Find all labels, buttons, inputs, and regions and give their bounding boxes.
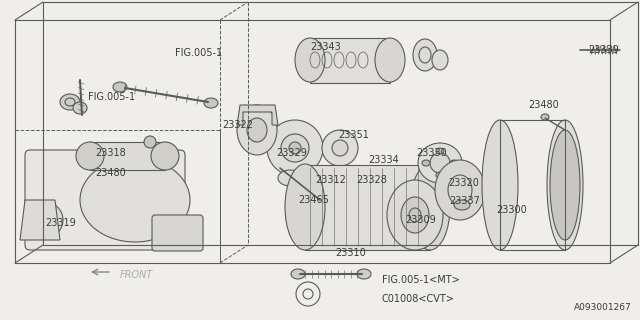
- Ellipse shape: [281, 134, 309, 162]
- Text: 23337: 23337: [449, 196, 480, 206]
- Ellipse shape: [113, 82, 127, 92]
- FancyBboxPatch shape: [152, 215, 203, 251]
- Ellipse shape: [76, 142, 104, 170]
- Ellipse shape: [295, 38, 325, 82]
- Text: 23339: 23339: [588, 45, 619, 55]
- FancyBboxPatch shape: [25, 150, 185, 250]
- Ellipse shape: [289, 142, 301, 154]
- Text: 23480: 23480: [95, 168, 125, 178]
- Bar: [310, 38, 390, 83]
- Ellipse shape: [422, 160, 430, 166]
- Text: 23319: 23319: [45, 218, 76, 228]
- Text: 23334: 23334: [368, 155, 399, 165]
- Ellipse shape: [291, 269, 305, 279]
- Text: 23300: 23300: [496, 205, 527, 215]
- Ellipse shape: [332, 140, 348, 156]
- Ellipse shape: [450, 160, 458, 166]
- Text: 23322: 23322: [222, 120, 253, 130]
- Polygon shape: [90, 142, 165, 170]
- Ellipse shape: [454, 200, 470, 210]
- Text: 23343: 23343: [310, 42, 340, 52]
- Ellipse shape: [278, 170, 302, 186]
- Ellipse shape: [430, 153, 450, 173]
- Ellipse shape: [27, 202, 63, 238]
- Polygon shape: [305, 165, 430, 250]
- Text: 23351: 23351: [338, 130, 369, 140]
- Ellipse shape: [541, 114, 549, 120]
- Polygon shape: [237, 105, 278, 125]
- Ellipse shape: [387, 180, 443, 250]
- Text: 23318: 23318: [95, 148, 125, 158]
- Ellipse shape: [401, 197, 429, 233]
- Text: 23310: 23310: [335, 248, 365, 258]
- Ellipse shape: [550, 130, 580, 240]
- Text: FIG.005-1: FIG.005-1: [88, 92, 135, 102]
- Ellipse shape: [267, 120, 323, 176]
- Text: FIG.005-1<MT>: FIG.005-1<MT>: [382, 275, 460, 285]
- Text: C01008<CVT>: C01008<CVT>: [382, 294, 455, 304]
- Ellipse shape: [144, 136, 156, 148]
- Ellipse shape: [435, 160, 485, 220]
- Text: 23329: 23329: [276, 148, 307, 158]
- Ellipse shape: [204, 98, 218, 108]
- Text: 23312: 23312: [315, 175, 346, 185]
- Ellipse shape: [436, 148, 444, 154]
- Ellipse shape: [410, 164, 450, 250]
- Ellipse shape: [80, 158, 190, 242]
- Ellipse shape: [357, 269, 371, 279]
- Ellipse shape: [413, 39, 437, 71]
- Ellipse shape: [60, 94, 80, 110]
- Ellipse shape: [151, 142, 179, 170]
- Text: 23465: 23465: [298, 195, 329, 205]
- Ellipse shape: [247, 118, 267, 142]
- Text: FIG.005-1: FIG.005-1: [175, 48, 222, 58]
- Bar: [15, 130, 220, 263]
- Text: 23309: 23309: [405, 215, 436, 225]
- Ellipse shape: [547, 120, 583, 250]
- Ellipse shape: [436, 172, 444, 178]
- Polygon shape: [20, 200, 60, 240]
- Ellipse shape: [482, 120, 518, 250]
- Ellipse shape: [73, 102, 87, 114]
- Ellipse shape: [285, 164, 325, 250]
- Text: 23320: 23320: [448, 178, 479, 188]
- Ellipse shape: [237, 105, 277, 155]
- Ellipse shape: [375, 38, 405, 82]
- Text: 23480: 23480: [528, 100, 559, 110]
- Ellipse shape: [418, 143, 462, 183]
- Ellipse shape: [35, 210, 55, 230]
- Text: A093001267: A093001267: [574, 303, 632, 312]
- Ellipse shape: [302, 187, 318, 203]
- Text: 23328: 23328: [356, 175, 387, 185]
- Ellipse shape: [305, 199, 325, 211]
- Text: FRONT: FRONT: [120, 270, 153, 280]
- Ellipse shape: [322, 130, 358, 166]
- Text: 23330: 23330: [416, 148, 447, 158]
- Ellipse shape: [432, 50, 448, 70]
- Ellipse shape: [409, 208, 421, 222]
